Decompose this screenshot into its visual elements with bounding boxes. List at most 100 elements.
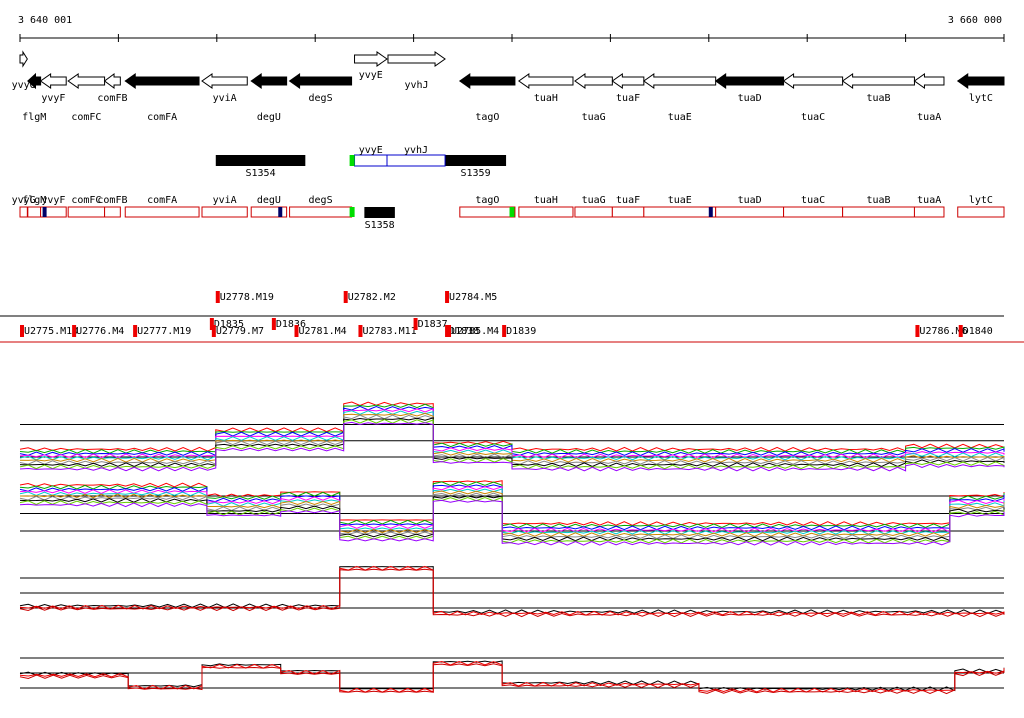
tu-label-comFB: comFB [97,195,127,206]
gene-arrow-yvyG [19,50,28,68]
panel-panel2-series-2 [19,484,1005,531]
tu-box-tuaC [783,206,844,218]
gene-arrow-tuaB [841,73,915,89]
gene-arrow-comFA [124,73,200,89]
segment-label-U2775.M10: U2775.M10 [24,326,78,337]
tu-label-comFC: comFC [71,195,101,206]
tu-box-tuaD [715,206,785,218]
panel-panel1-series-5 [19,412,1005,463]
tu-box-tuaH [518,206,574,218]
gene-label-tuaB: tuaB [866,93,890,104]
tu-blue-marker-3 [708,207,713,217]
gene-arrow-tuaD [714,73,785,89]
panel-panel2-series-1 [19,481,1005,529]
tu-label-tuaC: tuaC [801,195,825,206]
tu-box-yvyG [19,206,28,218]
tu-box-comFB [104,206,121,218]
panel-panel1-series-9 [19,421,1005,472]
panel-panel1-series-2 [19,405,1005,457]
panel-panel1-series-3 [19,407,1005,459]
tu-label-tuaA: tuaA [917,195,941,206]
segment-label-D1836: D1836 [276,319,306,330]
tu-label-tuaG: tuaG [582,195,606,206]
segment-marker-U2777.M19 [133,325,138,337]
panel-panel2-series-7 [19,495,1005,542]
gene-label-comFC: comFC [71,112,101,123]
tu-blue-marker-2 [278,207,283,217]
tu-box-yviA [201,206,248,218]
segment-label-D1835: D1835 [214,319,244,330]
tu-box-tuaA [913,206,945,218]
tu-label-tuaH: tuaH [534,195,558,206]
srna-bar-S1359 [445,155,507,166]
tu-green-marker-2 [509,207,515,217]
segment-marker-U2779.M7 [211,325,216,337]
srna-label-S1359: S1359 [461,168,491,179]
tu-label-tuaB: tuaB [866,195,890,206]
gene-label-tuaC: tuaC [801,112,825,123]
gene-label-degU: degU [257,112,281,123]
gene-label-comFA: comFA [147,112,177,123]
tu-label-degS: degS [309,195,333,206]
gene-arrow-yvyF [39,73,67,89]
segment-marker-D1840 [958,325,963,337]
gene-label-degS: degS [309,93,333,104]
segment-marker-U2778.M19 [215,291,220,303]
tu-box-yvyF [40,206,67,218]
tu-box-degU [250,206,288,218]
segment-marker-U2784.M5 [445,291,450,303]
segment-marker-D1839 [502,325,507,337]
panel-panel4-series-0 [19,660,1005,692]
gene-label-tuaF: tuaF [616,93,640,104]
gene-arrow-lytC [956,73,1005,89]
segment-label-U2784.M5: U2784.M5 [449,292,497,303]
tu-box-comFC [67,206,106,218]
tu-label-tagO: tagO [475,195,499,206]
gene-arrow-tuaF [611,73,645,89]
tu-box-tuaE [643,206,717,218]
gene-arrow-yviA [201,73,248,89]
segment-marker-U2781.M4 [294,325,299,337]
gene-arrow-tuaH [517,73,574,89]
segment-marker-U2785.M4 [447,325,452,337]
segment-label-U2782.M2: U2782.M2 [348,292,396,303]
segment-label-U2779.M7: U2779.M7 [216,326,264,337]
tu-green-marker [349,207,355,217]
gene-label-tuaE: tuaE [668,112,692,123]
segment-marker-U2782.M2 [343,291,348,303]
panel-panel2-series-8 [19,496,1005,544]
srna-green-marker [349,155,355,166]
panel-panel1-series-6 [19,414,1005,465]
gene-arrow-comFC [67,73,106,89]
segment-label-U2778.M19: U2778.M19 [220,292,274,303]
panel-panel4-series-2 [19,663,1005,695]
tu-label-degU: degU [257,195,281,206]
srna-bar-S1358 [364,207,395,218]
tu-label-yvyF: yvyF [41,195,65,206]
panel-panel4-series-1 [19,660,1005,693]
segment-label-U2776.M4: U2776.M4 [76,326,124,337]
segment-marker-D1836 [271,318,276,330]
panel-panel1-series-1 [19,403,1005,454]
tu-box-tuaB [842,206,915,218]
segment-marker-U2783.M11 [358,325,363,337]
gene-label-lytC: lytC [969,93,993,104]
gene-arrow-flgM [27,72,42,90]
panel-panel2-series-5 [19,490,1005,537]
segment-label-U2777.M19: U2777.M19 [137,326,191,337]
srna-bar-S1354 [215,155,306,166]
gene-label-yvyF: yvyF [41,93,65,104]
srna-outline-yvyE [354,154,388,167]
srna-label-yvhJ: yvhJ [404,145,428,156]
segment-label-D1837: D1837 [418,319,448,330]
gene-arrow-tuaA [913,73,945,89]
segment-marker-D1837 [413,318,418,330]
gene-label-tagO: tagO [475,112,499,123]
gene-arrow-yvhJ [387,51,446,67]
gene-label-yvyG: yvyG [12,80,36,91]
segment-label-U2786.M6: U2786.M6 [919,326,967,337]
gene-arrow-tagO [458,73,516,89]
tu-label-tuaE: tuaE [668,195,692,206]
tu-label-comFA: comFA [147,195,177,206]
